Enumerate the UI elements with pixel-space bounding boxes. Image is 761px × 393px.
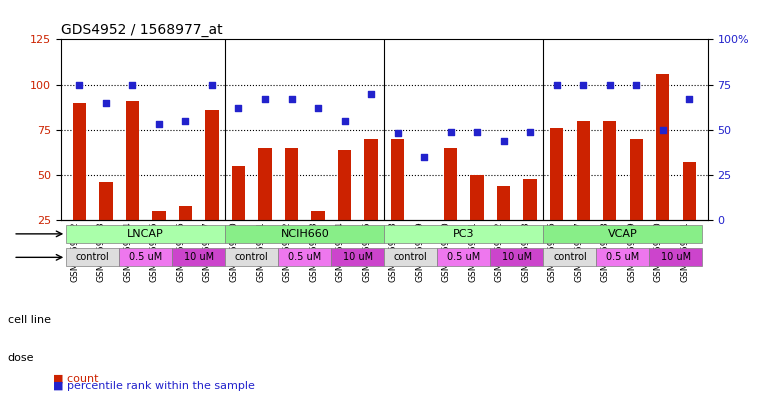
Text: LNCAP: LNCAP xyxy=(127,229,164,239)
Bar xyxy=(577,121,590,220)
Bar xyxy=(152,211,166,220)
Point xyxy=(73,81,85,88)
Bar xyxy=(285,148,298,220)
FancyBboxPatch shape xyxy=(225,248,279,266)
Bar xyxy=(524,179,537,220)
FancyBboxPatch shape xyxy=(331,248,384,266)
Text: 10 uM: 10 uM xyxy=(342,252,373,263)
Text: 10 uM: 10 uM xyxy=(183,252,214,263)
Bar xyxy=(311,211,325,220)
Text: 0.5 uM: 0.5 uM xyxy=(288,252,321,263)
FancyBboxPatch shape xyxy=(384,225,543,243)
Text: control: control xyxy=(235,252,269,263)
Bar xyxy=(550,128,563,220)
FancyBboxPatch shape xyxy=(438,248,490,266)
Bar xyxy=(338,150,351,220)
Bar xyxy=(391,139,404,220)
Bar xyxy=(603,121,616,220)
FancyBboxPatch shape xyxy=(119,248,172,266)
Point xyxy=(312,105,324,111)
Text: GDS4952 / 1568977_at: GDS4952 / 1568977_at xyxy=(61,23,222,37)
Bar xyxy=(232,166,245,220)
Text: 0.5 uM: 0.5 uM xyxy=(129,252,162,263)
FancyBboxPatch shape xyxy=(66,225,225,243)
Point xyxy=(444,129,457,135)
FancyBboxPatch shape xyxy=(649,248,702,266)
Bar xyxy=(418,220,431,233)
Point xyxy=(577,81,589,88)
FancyBboxPatch shape xyxy=(597,248,649,266)
Bar xyxy=(444,148,457,220)
Bar xyxy=(100,182,113,220)
Text: control: control xyxy=(394,252,428,263)
FancyBboxPatch shape xyxy=(172,248,225,266)
Bar xyxy=(629,139,643,220)
Point xyxy=(683,96,696,102)
Point xyxy=(206,81,218,88)
FancyBboxPatch shape xyxy=(279,248,331,266)
Point xyxy=(126,81,139,88)
Text: VCAP: VCAP xyxy=(608,229,638,239)
Point xyxy=(391,130,403,136)
Point xyxy=(339,118,351,124)
Point xyxy=(498,138,510,144)
Text: 0.5 uM: 0.5 uM xyxy=(447,252,480,263)
Point xyxy=(524,129,537,135)
Bar xyxy=(259,148,272,220)
FancyBboxPatch shape xyxy=(225,225,384,243)
Bar xyxy=(683,162,696,220)
Text: dose: dose xyxy=(8,353,34,363)
Bar xyxy=(126,101,139,220)
Text: control: control xyxy=(76,252,110,263)
Point xyxy=(153,121,165,127)
Text: 10 uM: 10 uM xyxy=(661,252,691,263)
Point xyxy=(180,118,192,124)
Text: ■ count: ■ count xyxy=(53,373,99,383)
Bar xyxy=(179,206,192,220)
FancyBboxPatch shape xyxy=(384,248,438,266)
FancyBboxPatch shape xyxy=(66,248,119,266)
Text: PC3: PC3 xyxy=(453,229,475,239)
Point xyxy=(418,154,430,160)
Point xyxy=(232,105,244,111)
Bar xyxy=(205,110,218,220)
Text: cell line: cell line xyxy=(8,315,51,325)
Text: ■ percentile rank within the sample: ■ percentile rank within the sample xyxy=(53,381,255,391)
Point xyxy=(630,81,642,88)
Point xyxy=(259,96,271,102)
FancyBboxPatch shape xyxy=(543,225,702,243)
Text: 0.5 uM: 0.5 uM xyxy=(607,252,639,263)
Point xyxy=(285,96,298,102)
Bar xyxy=(497,186,510,220)
Bar xyxy=(73,103,86,220)
Bar xyxy=(365,139,377,220)
Point xyxy=(365,90,377,97)
FancyBboxPatch shape xyxy=(490,248,543,266)
FancyBboxPatch shape xyxy=(543,248,597,266)
Point xyxy=(550,81,562,88)
Point xyxy=(657,127,669,133)
Point xyxy=(471,129,483,135)
Bar xyxy=(656,74,669,220)
Point xyxy=(603,81,616,88)
Text: 10 uM: 10 uM xyxy=(501,252,532,263)
Text: control: control xyxy=(553,252,587,263)
Text: NCIH660: NCIH660 xyxy=(280,229,330,239)
Bar xyxy=(470,175,484,220)
Point xyxy=(100,99,112,106)
